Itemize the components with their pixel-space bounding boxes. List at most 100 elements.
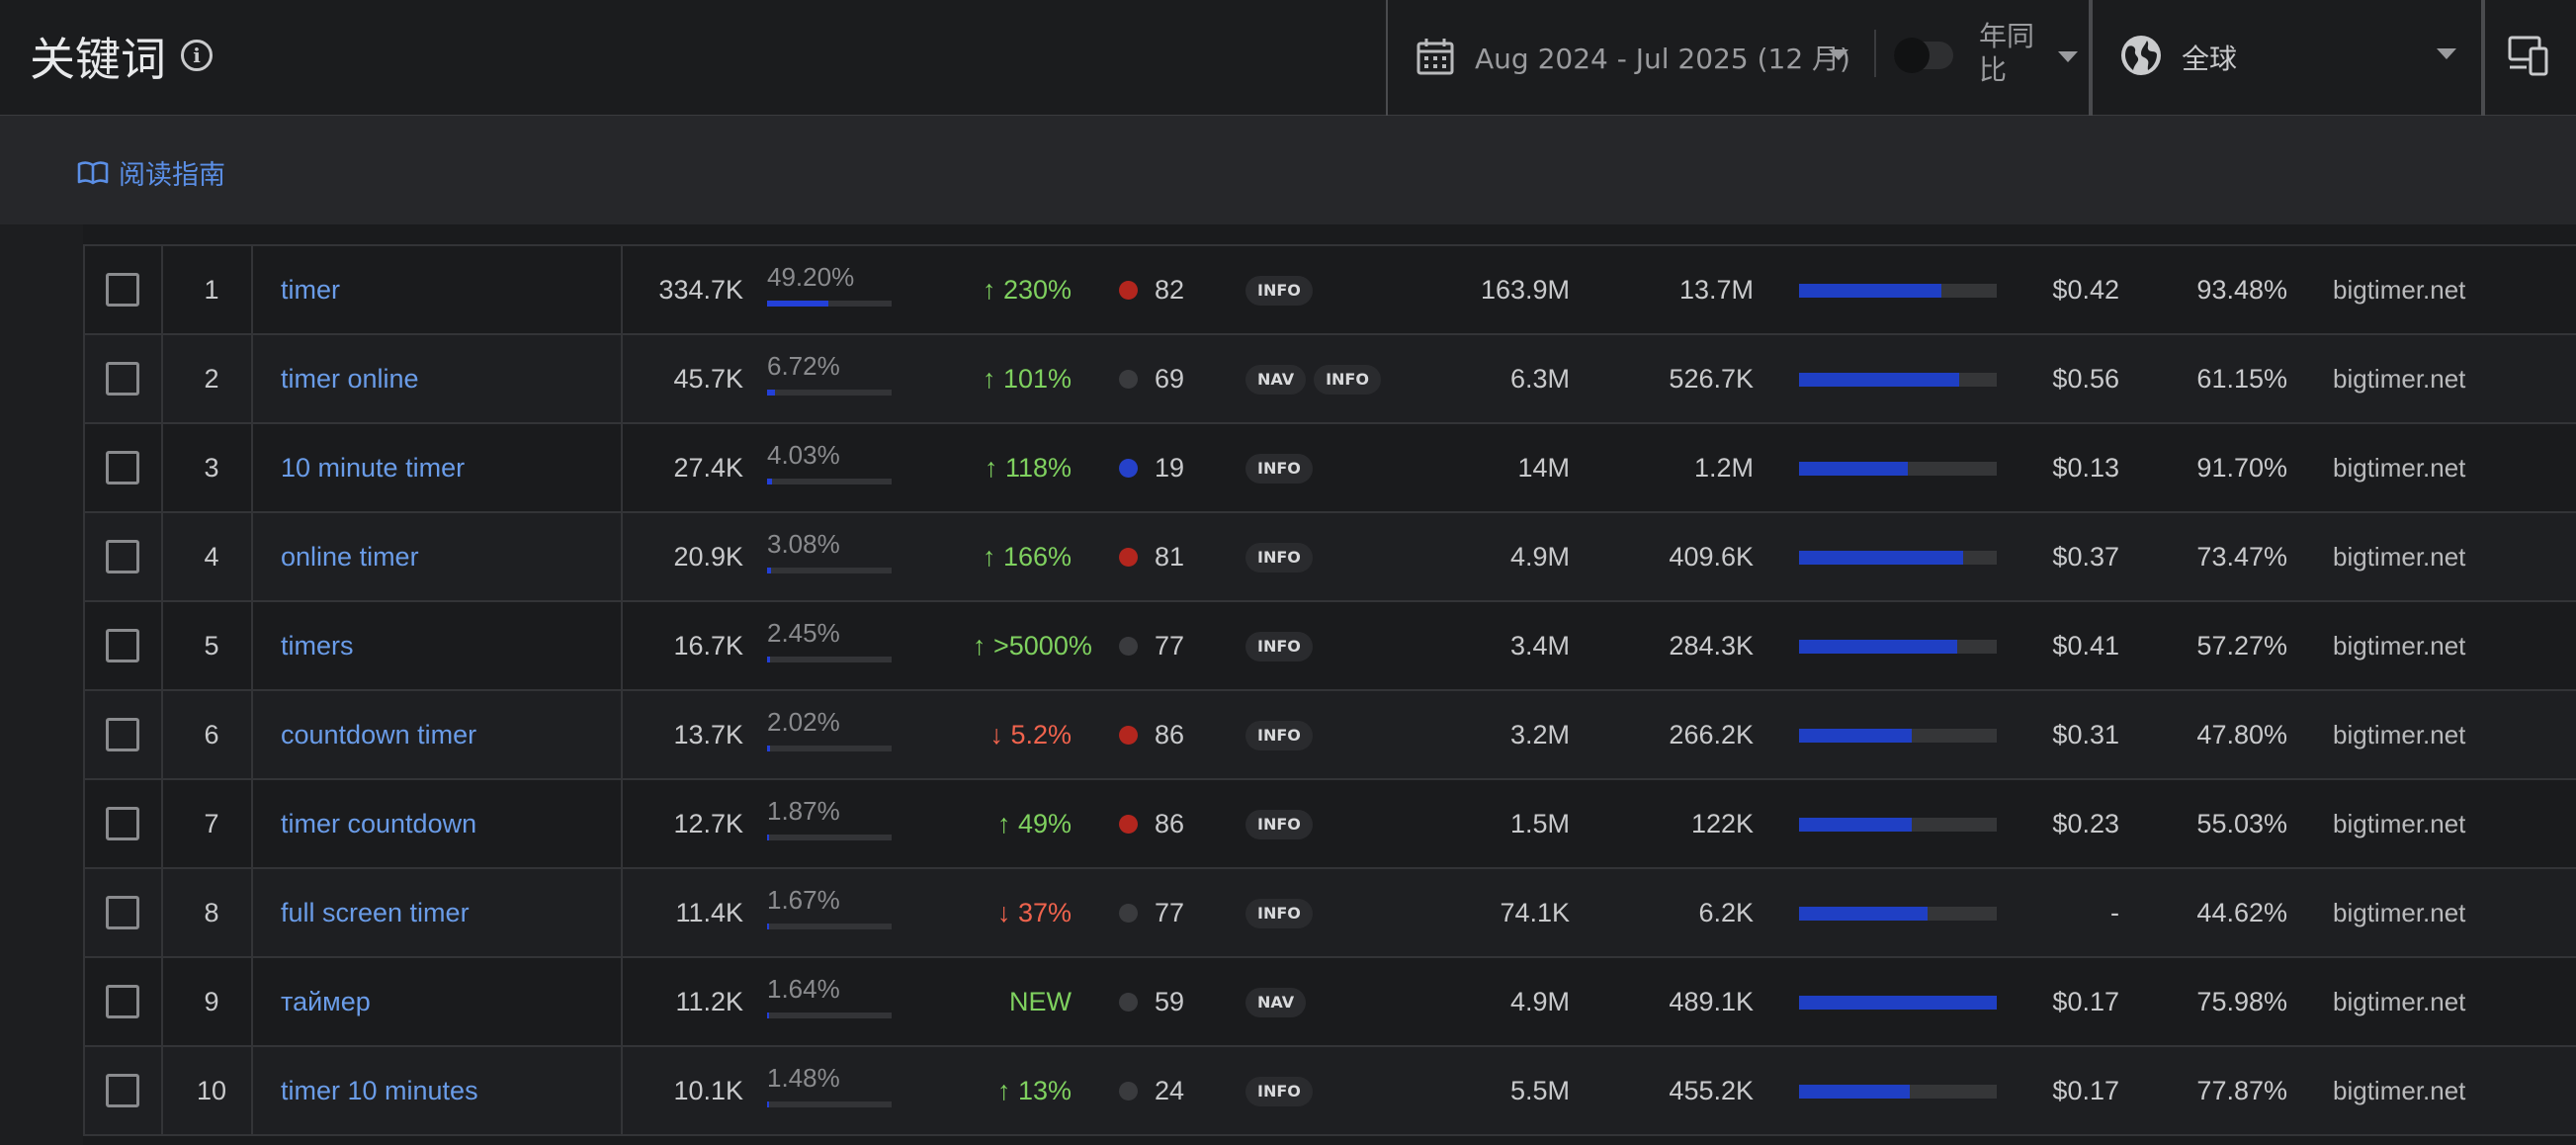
top-site-link[interactable]: bigtimer.net (2333, 987, 2466, 1016)
table-row[interactable]: 6 countdown timer 13.7K 2.02% ↓ 5.2% 86 … (83, 691, 2576, 780)
row-checkbox[interactable] (106, 1074, 139, 1107)
divider (621, 691, 623, 778)
volume-share-bar (767, 835, 892, 840)
volume-share-fill (767, 835, 770, 840)
chevron-down-icon (1829, 49, 1848, 60)
traffic-value: 526.7K (1669, 364, 1754, 394)
row-checkbox[interactable] (106, 629, 139, 662)
row-checkbox[interactable] (106, 540, 139, 573)
traffic-value: 122K (1690, 809, 1754, 838)
region-filter[interactable]: 全球 (2091, 0, 2483, 116)
top-site-link[interactable]: bigtimer.net (2333, 1076, 2466, 1105)
table-row[interactable]: 4 online timer 20.9K 3.08% ↑ 166% 81 INF… (83, 513, 2576, 602)
keyword-link[interactable]: timer online (281, 364, 419, 394)
volume-share-fill (767, 1101, 769, 1107)
top-site-link[interactable]: bigtimer.net (2333, 809, 2466, 838)
intent-badges: INFO (1245, 632, 1321, 661)
keyword-link[interactable]: timer (281, 275, 340, 305)
difficulty-dot-icon (1119, 637, 1138, 656)
reading-guide-link[interactable]: 阅读指南 (77, 153, 225, 192)
intent-badges: INFO (1245, 454, 1321, 484)
row-checkbox[interactable] (106, 718, 139, 751)
search-volume: 13.7K (673, 720, 743, 749)
trend-change: ↑ 118% (984, 453, 1072, 483)
competition-fill (1799, 907, 1928, 921)
top-site-link[interactable]: bigtimer.net (2333, 631, 2466, 661)
trend-change: ↑ >5000% (973, 631, 1092, 661)
table-row[interactable]: 3 10 minute timer 27.4K 4.03% ↑ 118% 19 … (83, 424, 2576, 513)
row-checkbox[interactable] (106, 985, 139, 1018)
keyword-difficulty: 81 (1155, 542, 1185, 572)
table-row[interactable]: 1 timer 334.7K 49.20% ↑ 230% 82 INFO 163… (83, 246, 2576, 335)
yoy-label: 年同比 (1979, 20, 2035, 86)
top-site-link[interactable]: bigtimer.net (2333, 898, 2466, 927)
intent-badge: INFO (1245, 454, 1313, 484)
row-checkbox[interactable] (106, 896, 139, 929)
intent-badges: NAV (1245, 988, 1314, 1017)
divider (621, 424, 623, 511)
search-results: 6.3M (1509, 364, 1570, 394)
search-results: 4.9M (1509, 987, 1570, 1016)
cpc-value: $0.17 (2052, 987, 2119, 1016)
top-site-link[interactable]: bigtimer.net (2333, 720, 2466, 749)
row-checkbox[interactable] (106, 451, 139, 484)
intent-badge: INFO (1314, 365, 1381, 395)
keyword-link[interactable]: timer 10 minutes (281, 1076, 478, 1105)
ctr-value: 73.47% (2196, 542, 2287, 572)
traffic-value: 13.7M (1678, 275, 1754, 305)
keyword-link[interactable]: 10 minute timer (281, 453, 466, 483)
page-title: 关键词 (30, 33, 166, 86)
volume-share-bar (767, 301, 892, 307)
search-results: 3.4M (1509, 631, 1570, 661)
yoy-toggle[interactable] (1894, 38, 1953, 73)
keyword-link[interactable]: online timer (281, 542, 419, 572)
table-row[interactable]: 8 full screen timer 11.4K 1.67% ↓ 37% 77… (83, 869, 2576, 958)
table-row[interactable]: 2 timer online 45.7K 6.72% ↑ 101% 69 NAV… (83, 335, 2576, 424)
search-volume: 27.4K (673, 453, 743, 483)
keyword-difficulty: 24 (1155, 1076, 1185, 1105)
top-site-link[interactable]: bigtimer.net (2333, 542, 2466, 572)
keyword-link[interactable]: timers (281, 631, 354, 661)
volume-share-fill (767, 479, 773, 484)
top-site-link[interactable]: bigtimer.net (2333, 453, 2466, 483)
ctr-value: 77.87% (2196, 1076, 2287, 1105)
difficulty-dot-icon (1119, 281, 1138, 300)
divider (621, 1047, 623, 1134)
cpc-value: $0.42 (2052, 275, 2119, 305)
chevron-down-icon[interactable] (2058, 51, 2078, 62)
date-range-filter[interactable]: Aug 2024 - Jul 2025 (12 月) 年同比 (1386, 0, 2091, 116)
row-checkbox[interactable] (106, 273, 139, 307)
competition-fill (1799, 551, 1963, 565)
table-row[interactable]: 5 timers 16.7K 2.45% ↑ >5000% 77 INFO 3.… (83, 602, 2576, 691)
top-site-link[interactable]: bigtimer.net (2333, 364, 2466, 394)
intent-badge: INFO (1245, 632, 1313, 661)
divider (161, 335, 163, 422)
table-row[interactable]: 9 таймер 11.2K 1.64% NEW 59 NAV 4.9M 489… (83, 958, 2576, 1047)
intent-badges: INFO (1245, 543, 1321, 572)
divider (621, 335, 623, 422)
keyword-difficulty: 59 (1155, 987, 1185, 1016)
volume-share-bar (767, 1101, 892, 1107)
row-number: 8 (204, 898, 219, 927)
row-checkbox[interactable] (106, 362, 139, 396)
table-row[interactable]: 10 timer 10 minutes 10.1K 1.48% ↑ 13% 24… (83, 1047, 2576, 1136)
keyword-difficulty: 77 (1155, 631, 1185, 661)
row-checkbox[interactable] (106, 807, 139, 840)
divider (83, 246, 85, 333)
keyword-link[interactable]: таймер (281, 987, 371, 1016)
info-icon[interactable]: i (181, 40, 213, 71)
keyword-link[interactable]: countdown timer (281, 720, 477, 749)
table-row[interactable]: 7 timer countdown 12.7K 1.87% ↑ 49% 86 I… (83, 780, 2576, 869)
intent-badges: INFO (1245, 276, 1321, 306)
keyword-difficulty: 19 (1155, 453, 1185, 483)
top-site-link[interactable]: bigtimer.net (2333, 275, 2466, 305)
chevron-down-icon (2437, 48, 2456, 59)
keyword-link[interactable]: timer countdown (281, 809, 477, 838)
device-filter[interactable] (2483, 0, 2576, 116)
volume-share-bar (767, 1013, 892, 1018)
keyword-link[interactable]: full screen timer (281, 898, 470, 927)
competition-fill (1799, 640, 1957, 654)
volume-share-fill (767, 746, 770, 751)
divider (621, 246, 623, 333)
search-volume: 16.7K (673, 631, 743, 661)
